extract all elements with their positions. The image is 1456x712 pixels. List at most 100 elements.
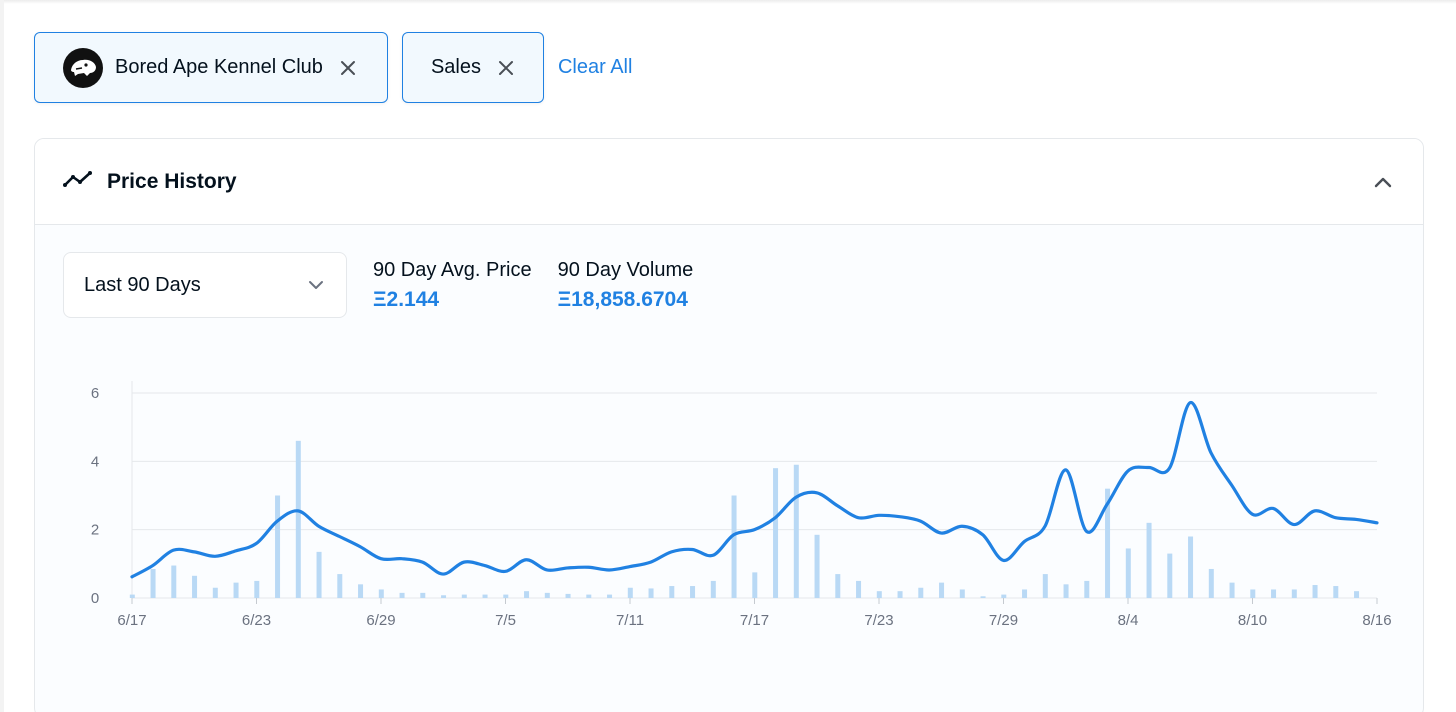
volume-bar [1001, 594, 1007, 598]
kennel-club-logo-icon [63, 47, 103, 88]
volume-bar [295, 440, 301, 598]
volume-bar [461, 594, 467, 598]
volume-bar [1333, 586, 1339, 598]
volume-bar [731, 495, 737, 598]
volume-bar [150, 568, 156, 598]
volume-bar [1291, 589, 1297, 598]
volume-bar [503, 594, 509, 598]
volume-bar [1188, 536, 1194, 598]
volume-bar [835, 574, 841, 598]
volume-bar [337, 574, 343, 598]
volume-bar [690, 586, 696, 598]
avg-price-value: Ξ2.144 [373, 288, 440, 311]
volume-bar [316, 551, 322, 598]
price-history-panel: Price History Last 90 Days 90 Day Avg. P… [34, 138, 1424, 712]
volume-bar [669, 586, 675, 598]
trending-line-icon [63, 169, 93, 194]
volume-bar [358, 584, 364, 598]
filter-pill-event-label: Sales [430, 56, 481, 78]
volume-bar [399, 592, 405, 598]
clear-all-button[interactable]: Clear All [557, 56, 633, 78]
price-line [130, 400, 1379, 579]
chevron-down-icon [306, 275, 326, 295]
x-tick-label: 7/11 [616, 612, 644, 629]
active-filters-bar: Bored Ape Kennel Club Sales Clear All [34, 32, 632, 103]
volume-bar [918, 587, 924, 598]
volume-bar [980, 596, 986, 598]
volume-bar [1167, 553, 1173, 598]
avg-price-label: 90 Day Avg. Price [373, 259, 532, 281]
volume-bar [524, 591, 530, 598]
volume-bar [129, 594, 135, 598]
volume-bar [565, 593, 571, 598]
volume-bar [1312, 585, 1318, 598]
volume-bar [773, 468, 779, 598]
volume-bar [1042, 574, 1048, 598]
close-icon[interactable] [497, 59, 515, 77]
x-tick-label: 7/5 [495, 612, 516, 629]
price-history-header[interactable]: Price History [35, 139, 1423, 225]
volume-bar [939, 582, 945, 598]
volume-bar [1105, 488, 1111, 598]
volume-bar [648, 588, 654, 598]
volume-bar [275, 495, 281, 598]
price-history-chart: 0 2 4 6 6/17 6/23 6/29 7/5 7/11 7/17 7/23 7/29 8/4 8/… [91, 381, 1392, 629]
volume-bar [627, 587, 633, 598]
volume-bar [420, 592, 426, 598]
time-range-select[interactable]: Last 90 Days [63, 252, 347, 318]
volume-bar [1084, 580, 1090, 598]
volume-bar [1125, 548, 1131, 598]
volume-bar [171, 565, 177, 598]
left-edge [0, 0, 4, 712]
close-icon[interactable] [339, 59, 357, 77]
volume-bar [1146, 522, 1152, 598]
top-edge [0, 0, 1456, 4]
volume-bar [1271, 589, 1277, 598]
x-tick-label: 6/23 [242, 612, 271, 629]
x-tick-label: 7/29 [989, 612, 1018, 629]
x-tick-label: 6/29 [366, 612, 395, 629]
volume-bar [814, 534, 820, 598]
volume-value: Ξ18,858.6704 [557, 288, 688, 311]
volume-bar [1250, 589, 1256, 598]
x-tick-label: 8/4 [1118, 612, 1139, 629]
volume-bar [1063, 584, 1069, 598]
volume-bar [607, 594, 613, 598]
volume-label: 90 Day Volume [557, 259, 694, 281]
chart-controls: Last 90 Days 90 Day Avg. Price Ξ2.144 90… [63, 252, 693, 318]
filter-pill-collection-label: Bored Ape Kennel Club [115, 56, 323, 78]
y-tick-label: 4 [91, 453, 99, 470]
volume-bar [192, 575, 198, 598]
volume-bar [212, 587, 218, 598]
volume-bar [1022, 589, 1028, 598]
filter-pill-collection[interactable]: Bored Ape Kennel Club [34, 32, 388, 103]
volume-bar [1208, 568, 1214, 598]
volume-bar [793, 464, 799, 598]
x-tick-label: 7/23 [864, 612, 893, 629]
volume-bar [856, 580, 862, 598]
volume-bar [752, 572, 758, 598]
volume-stat: 90 Day Volume Ξ18,858.6704 [558, 259, 694, 312]
volume-bar [544, 592, 550, 598]
volume-bar [482, 594, 488, 598]
volume-bar [586, 594, 592, 598]
volume-bar [233, 582, 239, 598]
volume-bar [1229, 582, 1235, 598]
filter-pill-event[interactable]: Sales [401, 32, 544, 103]
volume-bar [1354, 591, 1360, 598]
volume-bar [876, 591, 882, 598]
volume-bar [959, 589, 965, 598]
volume-bar [441, 595, 447, 598]
avg-price-stat: 90 Day Avg. Price Ξ2.144 [373, 259, 532, 312]
volume-bar [897, 591, 903, 598]
volume-bar [254, 580, 260, 598]
y-tick-label: 0 [91, 590, 99, 607]
y-tick-label: 6 [91, 385, 99, 402]
x-tick-label: 8/10 [1238, 612, 1267, 629]
volume-bar [378, 589, 384, 598]
panel-title: Price History [107, 169, 237, 193]
x-tick-label: 8/16 [1362, 612, 1391, 629]
x-tick-label: 7/17 [740, 612, 769, 629]
chevron-up-icon[interactable] [1371, 170, 1395, 194]
time-range-value: Last 90 Days [84, 273, 201, 296]
